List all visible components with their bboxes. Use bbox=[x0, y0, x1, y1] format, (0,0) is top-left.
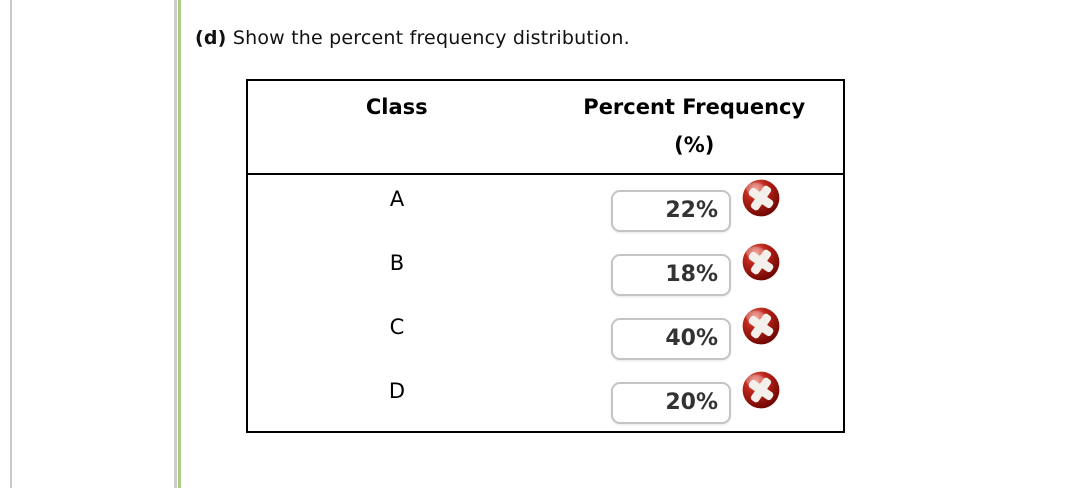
answer-input[interactable]: 20% bbox=[611, 382, 731, 424]
column-header-percent-frequency-line1: Percent Frequency bbox=[583, 95, 806, 119]
question-part-label: (d) bbox=[195, 27, 227, 49]
answer-value: 22% bbox=[665, 198, 718, 223]
column-header-class: Class bbox=[365, 95, 428, 119]
answer-value: 18% bbox=[665, 262, 718, 287]
left-border-line bbox=[10, 0, 12, 488]
percent-frequency-table: Class Percent Frequency (%) A 22% B 18% … bbox=[246, 79, 845, 433]
question-text: Show the percent frequency distribution. bbox=[232, 27, 630, 49]
answer-value: 40% bbox=[665, 326, 718, 351]
column-header-percent-frequency-line2: (%) bbox=[674, 133, 715, 157]
answer-value: 20% bbox=[665, 390, 718, 415]
incorrect-x-circle-icon bbox=[742, 307, 780, 345]
class-label: B bbox=[389, 251, 405, 275]
column-header-percent-frequency: Percent Frequency (%) bbox=[546, 81, 844, 173]
question-prompt: (d) Show the percent frequency distribut… bbox=[195, 27, 630, 49]
panel-divider-line bbox=[174, 0, 177, 488]
answer-input[interactable]: 22% bbox=[611, 190, 731, 232]
incorrect-x-circle-icon bbox=[742, 243, 780, 281]
table-row: A 22% bbox=[248, 175, 843, 239]
table-row: C 40% bbox=[248, 303, 843, 367]
answer-input[interactable]: 40% bbox=[611, 318, 731, 360]
panel-accent-line bbox=[178, 0, 181, 488]
answer-input[interactable]: 18% bbox=[611, 254, 731, 296]
table-row: D 20% bbox=[248, 367, 843, 431]
table-header-row: Class Percent Frequency (%) bbox=[248, 81, 843, 175]
class-label: C bbox=[389, 315, 405, 339]
table-row: B 18% bbox=[248, 239, 843, 303]
incorrect-x-circle-icon bbox=[742, 179, 780, 217]
class-label: A bbox=[389, 187, 405, 211]
class-label: D bbox=[388, 379, 406, 403]
incorrect-x-circle-icon bbox=[742, 371, 780, 409]
